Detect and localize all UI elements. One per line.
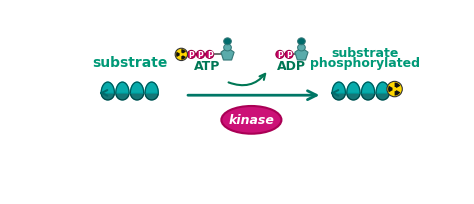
Polygon shape — [332, 83, 346, 93]
Text: ATP: ATP — [193, 60, 220, 73]
Ellipse shape — [298, 45, 305, 52]
Wedge shape — [176, 52, 182, 58]
Circle shape — [276, 51, 284, 59]
Ellipse shape — [224, 39, 231, 45]
Polygon shape — [221, 48, 234, 61]
Polygon shape — [130, 93, 144, 100]
Wedge shape — [182, 55, 186, 60]
Circle shape — [175, 49, 188, 61]
Polygon shape — [362, 83, 374, 93]
Circle shape — [387, 82, 402, 97]
Text: substrate: substrate — [331, 46, 398, 59]
Text: P: P — [207, 51, 212, 60]
Text: substrate: substrate — [92, 56, 167, 70]
Text: P: P — [189, 51, 194, 60]
Text: P: P — [286, 51, 292, 60]
Text: ADP: ADP — [277, 60, 306, 73]
Text: phosphorylated: phosphorylated — [310, 56, 419, 69]
Wedge shape — [395, 90, 400, 96]
Circle shape — [187, 51, 195, 59]
Polygon shape — [347, 93, 360, 100]
Polygon shape — [332, 93, 346, 100]
Polygon shape — [362, 93, 374, 100]
Circle shape — [197, 51, 204, 59]
Circle shape — [392, 88, 397, 92]
Ellipse shape — [224, 45, 231, 52]
Polygon shape — [130, 83, 144, 93]
Polygon shape — [376, 93, 389, 100]
Circle shape — [285, 51, 293, 59]
Text: P: P — [198, 51, 203, 60]
Ellipse shape — [298, 39, 305, 45]
Text: kinase: kinase — [228, 114, 274, 127]
Circle shape — [180, 53, 183, 57]
Polygon shape — [116, 93, 129, 100]
Polygon shape — [101, 83, 114, 93]
Polygon shape — [295, 48, 308, 61]
Polygon shape — [376, 83, 389, 93]
Circle shape — [206, 51, 214, 59]
Polygon shape — [101, 93, 114, 100]
Polygon shape — [145, 93, 158, 100]
Wedge shape — [182, 50, 186, 55]
Text: P: P — [277, 51, 283, 60]
Polygon shape — [116, 83, 129, 93]
Wedge shape — [388, 86, 395, 93]
Wedge shape — [395, 83, 400, 90]
Polygon shape — [347, 83, 360, 93]
Polygon shape — [145, 83, 158, 93]
Ellipse shape — [221, 106, 282, 134]
